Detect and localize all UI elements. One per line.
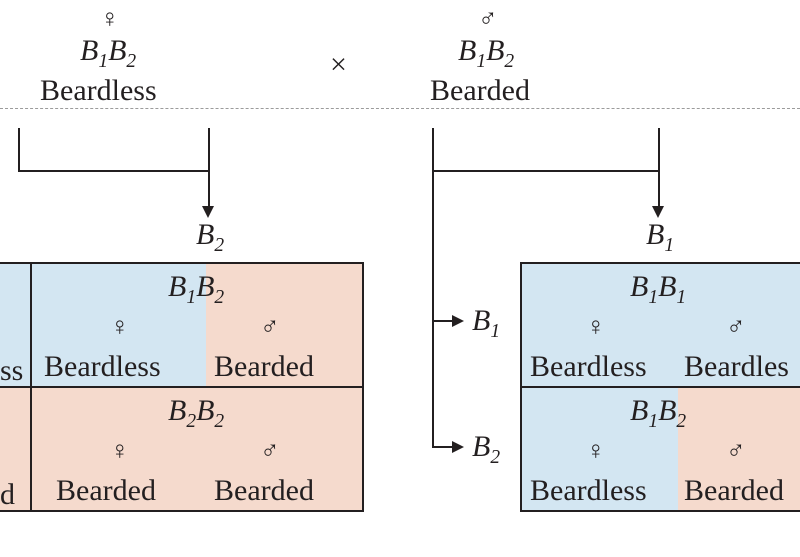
right-row2-m-sym: ♂ <box>726 436 746 466</box>
left-row2-m-pheno: Bearded <box>214 474 314 508</box>
arrow-line <box>18 170 210 172</box>
arrow-line <box>432 320 454 322</box>
arrow-line <box>432 128 434 448</box>
left-col-allele: B2 <box>196 218 224 257</box>
arrow-head <box>452 315 464 327</box>
cross-symbol: × <box>330 48 347 82</box>
arrow-line <box>658 128 660 208</box>
parent-female-phenotype: Beardless <box>40 74 157 108</box>
right-row2-genotype: B1B2 <box>630 394 686 433</box>
right-row1-m-sym: ♂ <box>726 312 746 342</box>
left-row1-genotype: B1B2 <box>168 270 224 309</box>
arrow-head <box>652 206 664 218</box>
right-row2-f-pheno: Beardless <box>530 474 647 508</box>
arrow-line <box>432 170 660 172</box>
left-row1-trunc-text: ss <box>0 354 23 388</box>
right-col-allele: B1 <box>646 218 674 257</box>
right-row2-f-sym: ♀ <box>586 436 606 466</box>
parent-female-genotype: B1B2 <box>80 34 136 73</box>
left-row2-m-sym: ♂ <box>260 436 280 466</box>
separator-line <box>0 108 800 109</box>
right-row1-allele: B1 <box>472 304 500 343</box>
parent-male-symbol: ♂ <box>478 4 498 34</box>
left-row2-f-sym: ♀ <box>110 436 130 466</box>
left-row2-trunc-text: d <box>0 478 15 512</box>
parent-female-symbol: ♀ <box>100 4 120 34</box>
left-row1-f-sym: ♀ <box>110 312 130 342</box>
right-row1-genotype: B1B1 <box>630 270 686 309</box>
right-row2-allele: B2 <box>472 430 500 469</box>
parent-male-genotype: B1B2 <box>458 34 514 73</box>
left-row2-genotype: B2B2 <box>168 394 224 433</box>
right-row2-m-pheno: Bearded <box>684 474 784 508</box>
left-row1-m-pheno: Bearded <box>214 350 314 384</box>
arrow-line <box>432 446 454 448</box>
left-row2-f-pheno: Bearded <box>56 474 156 508</box>
arrow-line <box>208 128 210 208</box>
right-row1-f-pheno: Beardless <box>530 350 647 384</box>
right-row1-f-sym: ♀ <box>586 312 606 342</box>
left-row1-f-pheno: Beardless <box>44 350 161 384</box>
arrow-head <box>202 206 214 218</box>
right-row1-m-pheno: Beardles <box>684 350 789 384</box>
arrow-line <box>18 128 20 172</box>
parent-male-phenotype: Bearded <box>430 74 530 108</box>
left-row1-m-sym: ♂ <box>260 312 280 342</box>
arrow-head <box>452 441 464 453</box>
